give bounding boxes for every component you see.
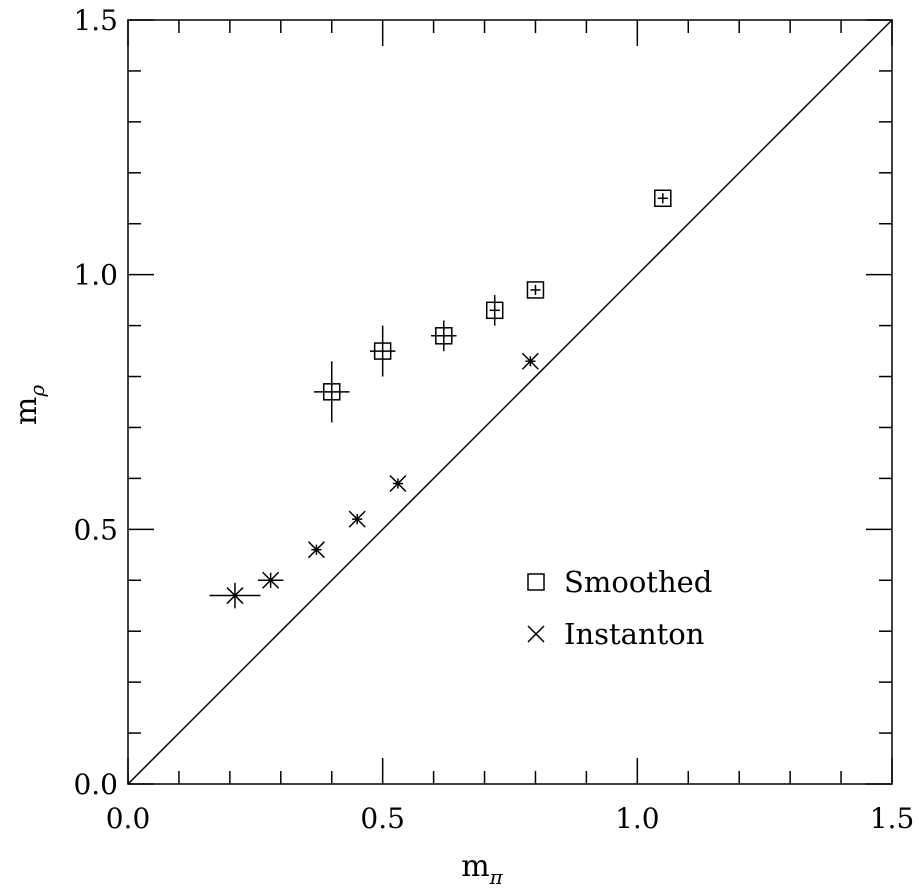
instanton-point (521, 352, 539, 370)
legend-item: Instanton (527, 617, 704, 651)
y-axis-label-subscript: ρ (25, 385, 49, 398)
legend-label: Instanton (564, 617, 704, 651)
x-marker (307, 541, 325, 559)
x-axis-label-subscript: π (489, 865, 504, 889)
square-marker (654, 189, 672, 208)
square-marker (322, 383, 341, 401)
instanton-point (348, 510, 366, 528)
x-marker (389, 474, 407, 493)
x-axis-label-main: m (461, 849, 489, 884)
x-tick-label: 1.0 (615, 802, 660, 835)
x-marker (521, 352, 539, 370)
smoothed-point (369, 325, 396, 377)
data-points (209, 189, 672, 609)
x-marker (348, 510, 366, 528)
smoothed-point (313, 361, 350, 423)
legend-square-icon (527, 573, 545, 591)
y-tick-label: 0.0 (73, 768, 118, 801)
square-marker (526, 281, 545, 299)
square-marker (435, 327, 453, 345)
axis-ticks (127, 19, 893, 785)
instanton-point (257, 571, 284, 589)
y-tick-label: 1.0 (73, 259, 118, 292)
smoothed-point (431, 320, 457, 352)
plot-frame (127, 19, 893, 785)
y-axis-label: mρ (9, 385, 49, 425)
y-axis-label-main: m (9, 397, 44, 425)
x-axis-label: mπ (461, 849, 503, 889)
legend: Smoothed Instanton (527, 565, 712, 651)
square-marker (373, 342, 392, 360)
y-tick-label: 0.5 (73, 513, 118, 546)
instanton-point (389, 474, 407, 493)
legend-item: Smoothed (527, 565, 712, 599)
smoothed-point (526, 281, 545, 299)
legend-x-icon (527, 625, 545, 643)
x-tick-label: 1.5 (870, 802, 915, 835)
smoothed-point (654, 189, 672, 208)
square-marker (485, 301, 504, 320)
tick-labels: 0.0 0.5 1.0 1.5 0.0 0.5 1.0 1.5 (73, 4, 914, 835)
instanton-point (209, 582, 261, 609)
legend-label: Smoothed (564, 565, 712, 599)
x-tick-label: 0.5 (360, 802, 405, 835)
x-marker (262, 571, 280, 589)
smoothed-point (485, 295, 504, 326)
y-tick-label: 1.5 (73, 4, 118, 37)
diagonal-reference-line (127, 19, 893, 785)
instanton-point (307, 541, 325, 559)
x-tick-label: 0.0 (106, 802, 151, 835)
x-marker (226, 587, 244, 605)
